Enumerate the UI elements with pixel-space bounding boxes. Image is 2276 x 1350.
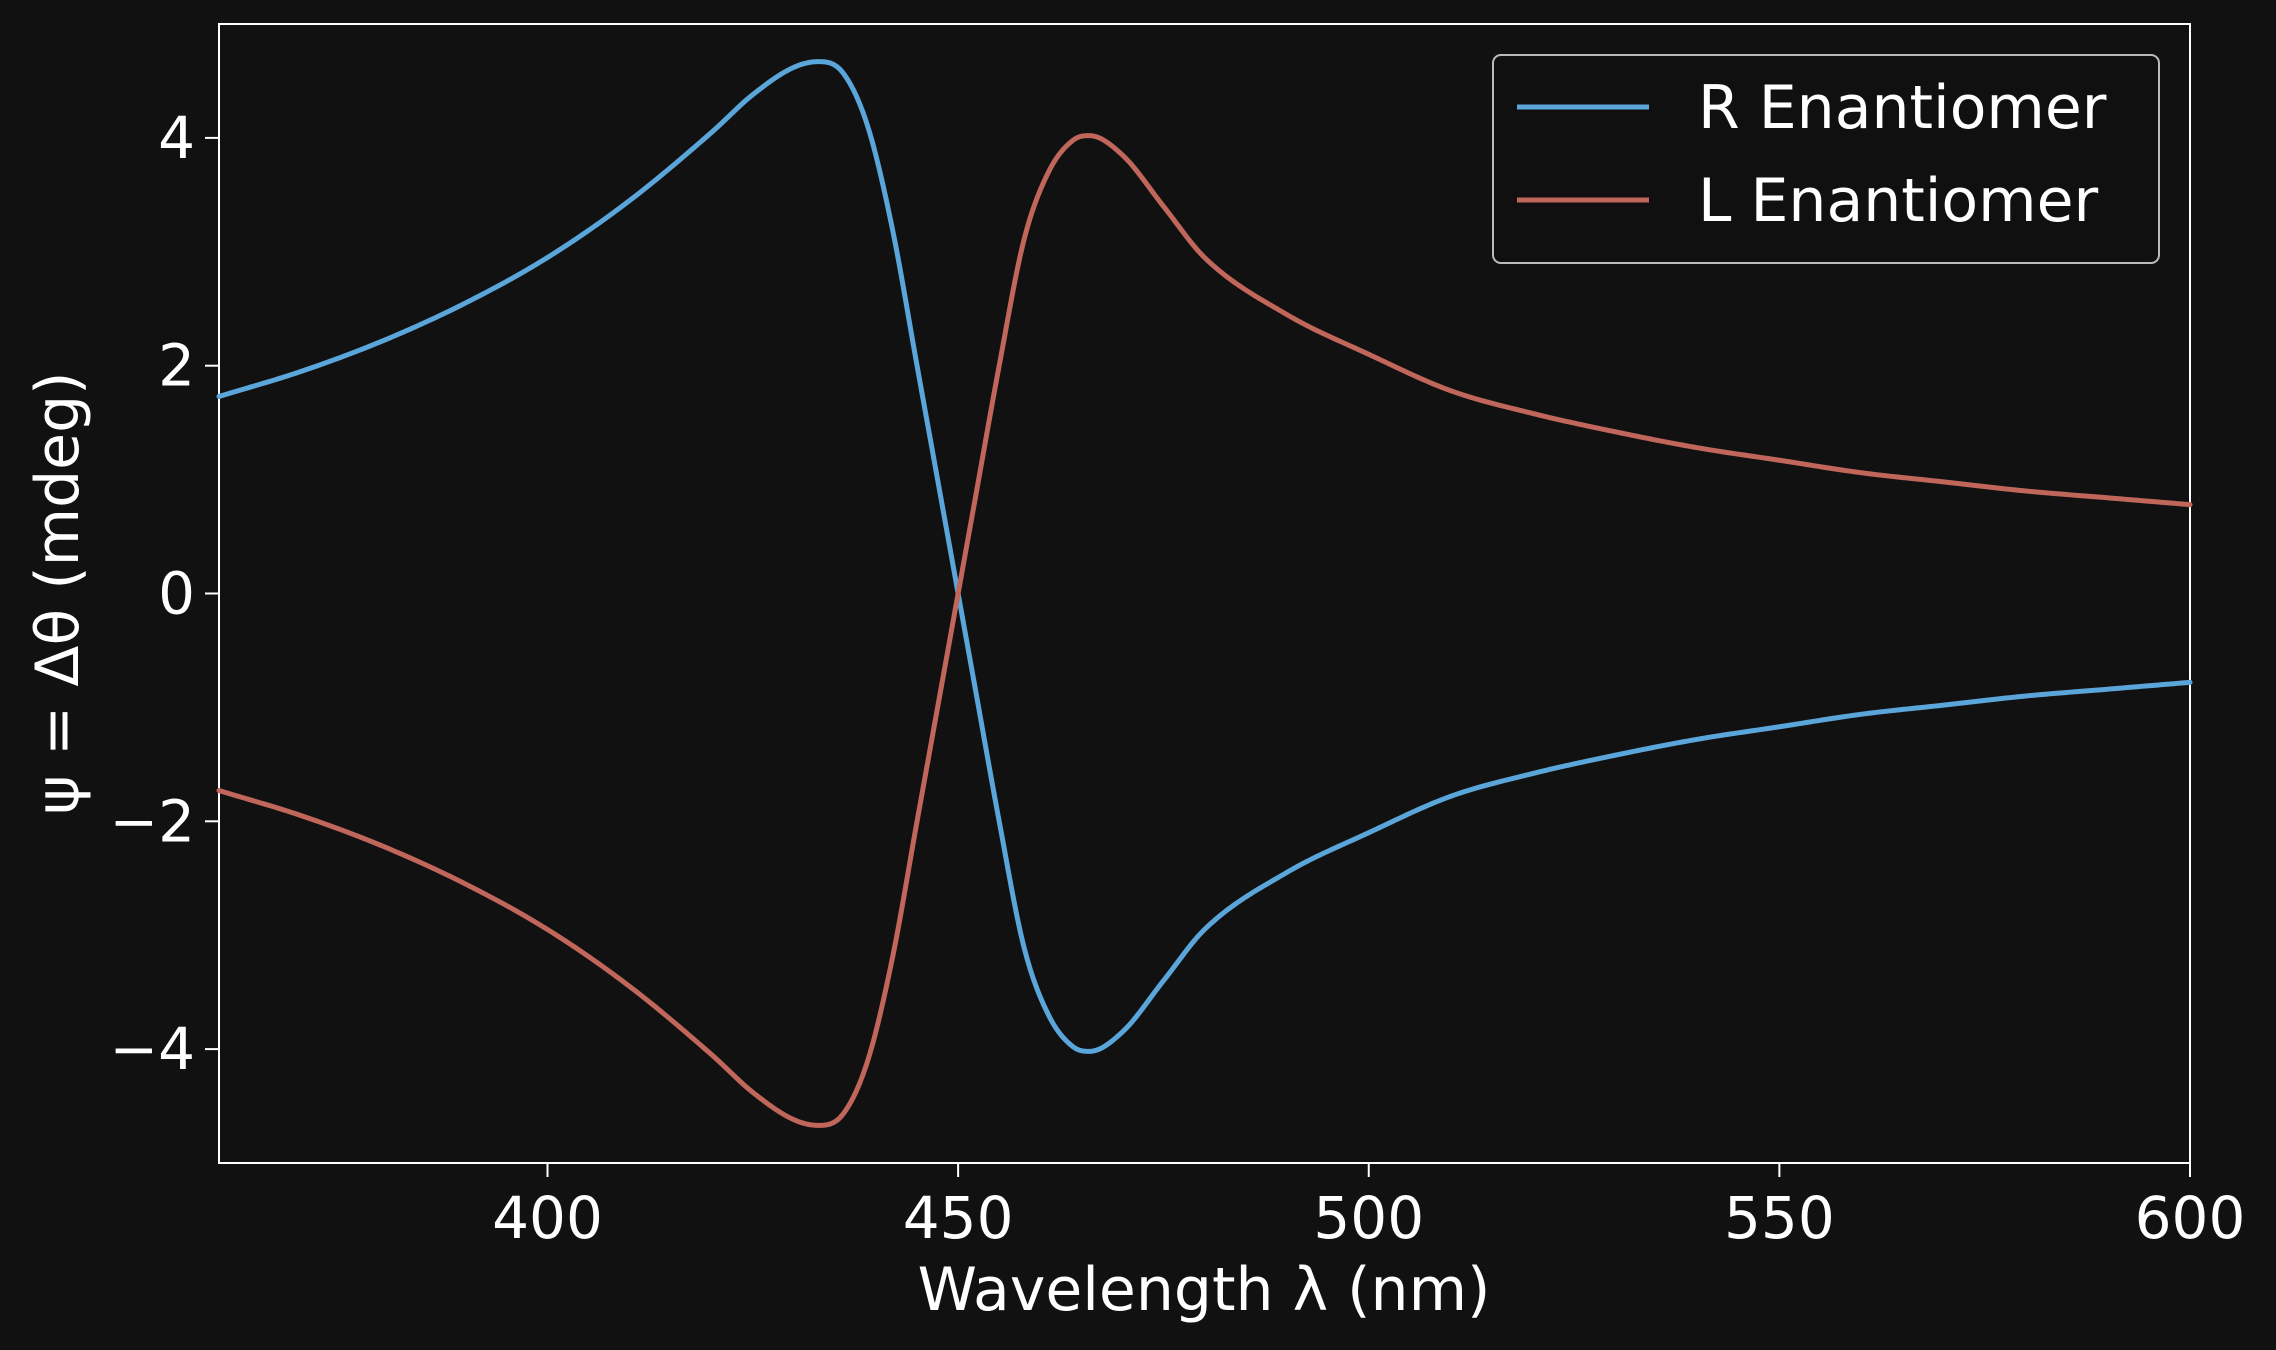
legend-label: R Enantiomer bbox=[1698, 73, 2107, 143]
y-tick-label: 0 bbox=[158, 560, 195, 628]
y-tick-label: 2 bbox=[158, 332, 195, 400]
y-axis-ticks: −4 −2 0 2 4 bbox=[110, 104, 219, 1083]
y-axis-label: ψ = Δθ (mdeg) bbox=[23, 371, 93, 814]
x-tick-label: 600 bbox=[2135, 1184, 2246, 1252]
legend-label: L Enantiomer bbox=[1698, 166, 2098, 236]
x-tick-label: 450 bbox=[903, 1184, 1014, 1252]
y-tick-label: −2 bbox=[110, 787, 196, 855]
legend-box bbox=[1492, 54, 2160, 264]
y-tick-label: 4 bbox=[158, 104, 195, 172]
series-line-r-enantiomer bbox=[216, 59, 2193, 1054]
series-group bbox=[216, 59, 2193, 1128]
series-line-l-enantiomer bbox=[216, 133, 2193, 1128]
x-tick-label: 500 bbox=[1313, 1184, 1424, 1252]
y-tick-label: −4 bbox=[110, 1015, 196, 1083]
x-axis-ticks: 400 450 500 550 600 bbox=[492, 1163, 2245, 1252]
x-tick-label: 400 bbox=[492, 1184, 603, 1252]
legend: R Enantiomer L Enantiomer bbox=[1492, 54, 2160, 264]
x-axis-label: Wavelength λ (nm) bbox=[918, 1255, 1491, 1325]
x-tick-label: 550 bbox=[1724, 1184, 1835, 1252]
